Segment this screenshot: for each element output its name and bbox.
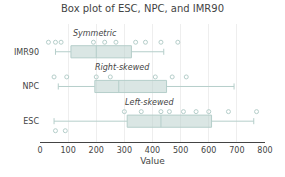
svg-text:Symmetric: Symmetric (73, 29, 117, 38)
svg-text:800: 800 (257, 146, 272, 155)
svg-text:Box plot of ESC, NPC, and IMR9: Box plot of ESC, NPC, and IMR90 (61, 3, 224, 14)
svg-text:ESC: ESC (23, 117, 39, 126)
svg-text:300: 300 (117, 146, 132, 155)
svg-text:IMR90: IMR90 (14, 48, 39, 57)
svg-text:0: 0 (37, 146, 42, 155)
svg-text:Left-skewed: Left-skewed (125, 98, 174, 107)
svg-text:600: 600 (201, 146, 216, 155)
svg-text:700: 700 (229, 146, 244, 155)
svg-text:100: 100 (60, 146, 75, 155)
svg-text:Value: Value (140, 156, 165, 166)
svg-text:NPC: NPC (23, 82, 40, 91)
svg-text:500: 500 (173, 146, 188, 155)
svg-text:Right-skewed: Right-skewed (95, 63, 150, 72)
svg-text:200: 200 (89, 146, 104, 155)
svg-text:400: 400 (145, 146, 160, 155)
